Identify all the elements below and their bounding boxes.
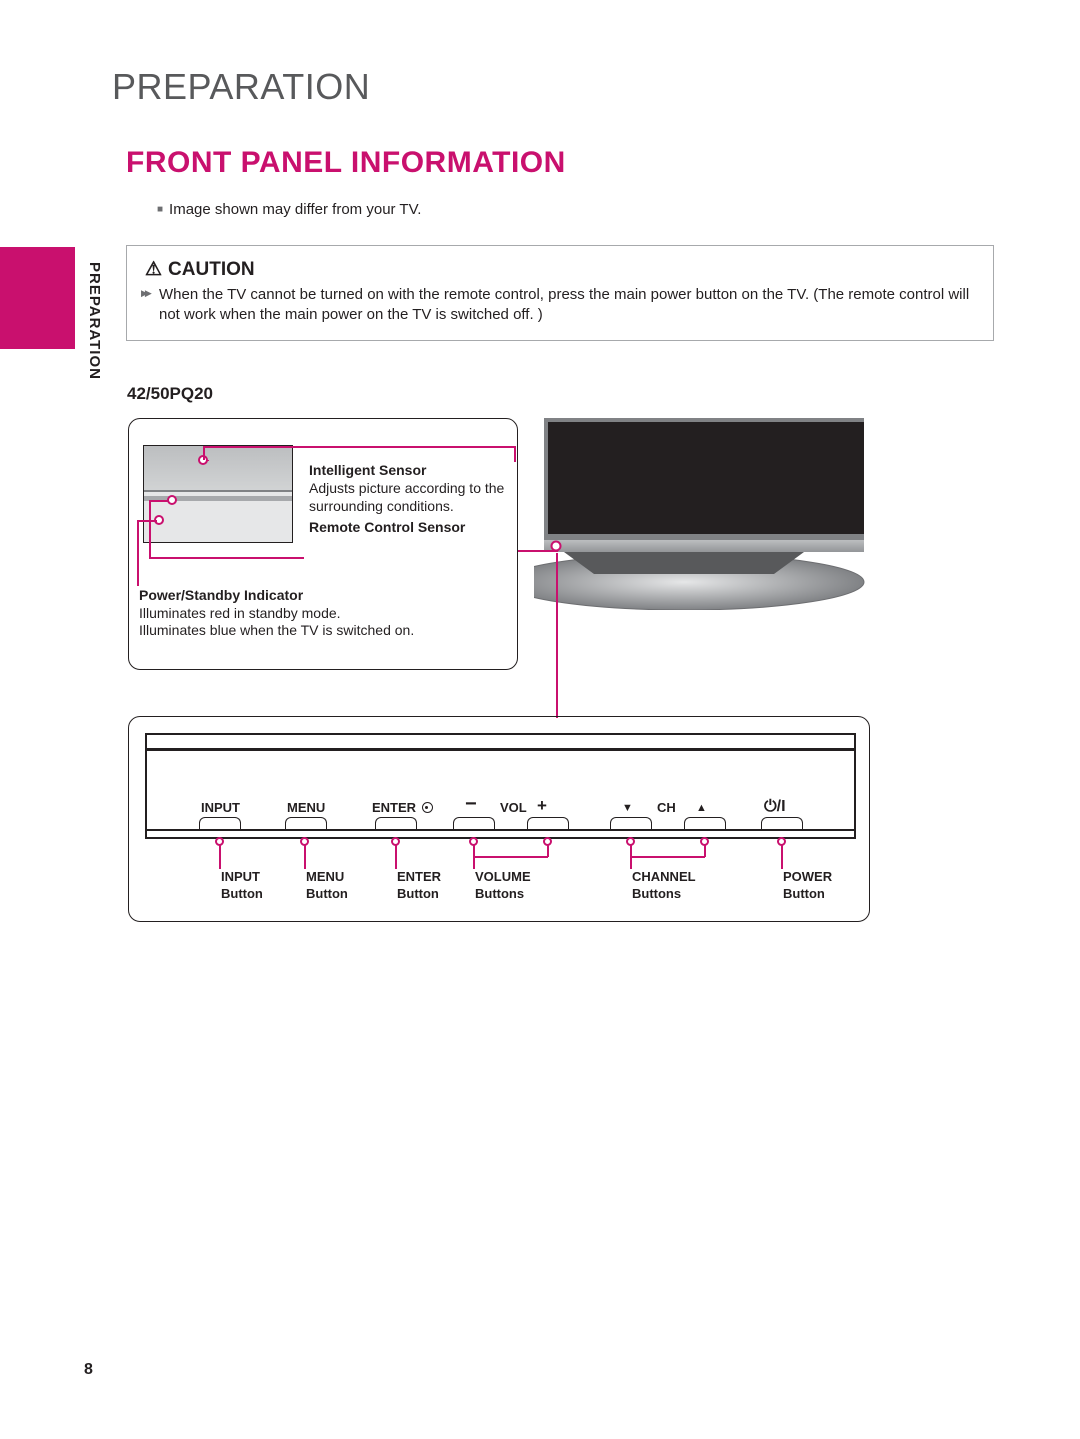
callout-line (149, 500, 169, 502)
sensor-remote-title: Remote Control Sensor (309, 518, 465, 536)
button-ch-up[interactable] (684, 817, 726, 829)
strip-label-input: INPUT (201, 800, 240, 815)
callout-line (149, 500, 151, 558)
strip-label-menu: MENU (287, 800, 325, 815)
sensor-power-line1: Illuminates red in standby mode. (139, 604, 341, 622)
button-menu[interactable] (285, 817, 327, 829)
strip-label-vol: VOL (500, 800, 527, 815)
caption-input: INPUTButton (221, 869, 263, 903)
model-number: 42/50PQ20 (127, 384, 213, 404)
strip-label-enter: ENTER (372, 800, 433, 815)
caption-enter: ENTERButton (397, 869, 441, 903)
side-section-label: PREPARATION (86, 262, 103, 380)
strip-label-power: ⏻/I (764, 798, 786, 816)
strip-label-ch-up: ▲ (696, 802, 707, 814)
caption-channel: CHANNELButtons (632, 869, 696, 903)
caution-body: When the TV cannot be turned on with the… (145, 285, 975, 326)
page-title: PREPARATION (112, 66, 370, 108)
caption-menu: MENUButton (306, 869, 348, 903)
tv-corner-illustration (534, 418, 872, 610)
caution-heading: CAUTION (145, 258, 975, 281)
callout-line (518, 550, 558, 552)
sensor-panel: Intelligent Sensor Adjusts picture accor… (128, 418, 518, 670)
sensor-intelligent-desc: Adjusts picture according to the surroun… (309, 479, 519, 515)
callout-line (514, 446, 516, 462)
strip-label-vol-minus: − (465, 795, 477, 818)
button-power[interactable] (761, 817, 803, 829)
button-ch-down[interactable] (610, 817, 652, 829)
strip-label-ch-down: ▼ (622, 802, 633, 814)
sensor-power-line2: Illuminates blue when the TV is switched… (139, 621, 414, 639)
sensor-intelligent-title: Intelligent Sensor (309, 461, 426, 479)
callout-line (137, 520, 139, 586)
page-number: 8 (84, 1361, 93, 1379)
strip-label-ch: CH (657, 800, 676, 815)
callout-line-tv-to-panel (556, 553, 558, 718)
caution-box: CAUTION When the TV cannot be turned on … (126, 245, 994, 341)
callout-line (137, 520, 157, 522)
button-strip-illustration: INPUT MENU ENTER − VOL + ▼ CH ▲ ⏻/I (145, 733, 856, 839)
caption-power: POWERButton (783, 869, 832, 903)
button-vol-up[interactable] (527, 817, 569, 829)
caption-volume: VOLUMEButtons (475, 869, 531, 903)
callout-line (203, 446, 515, 448)
callout-line (203, 446, 205, 460)
strip-label-vol-plus: + (537, 796, 547, 816)
callout-line (149, 557, 304, 559)
accent-bar (0, 247, 75, 349)
button-vol-down[interactable] (453, 817, 495, 829)
section-title: FRONT PANEL INFORMATION (126, 146, 566, 180)
note-line: Image shown may differ from your TV. (157, 201, 421, 218)
button-panel: INPUT MENU ENTER − VOL + ▼ CH ▲ ⏻/I INPU (128, 716, 870, 922)
sensor-power-title: Power/Standby Indicator (139, 586, 303, 604)
button-input[interactable] (199, 817, 241, 829)
sensor-closeup-illustration (143, 445, 293, 543)
button-enter[interactable] (375, 817, 417, 829)
